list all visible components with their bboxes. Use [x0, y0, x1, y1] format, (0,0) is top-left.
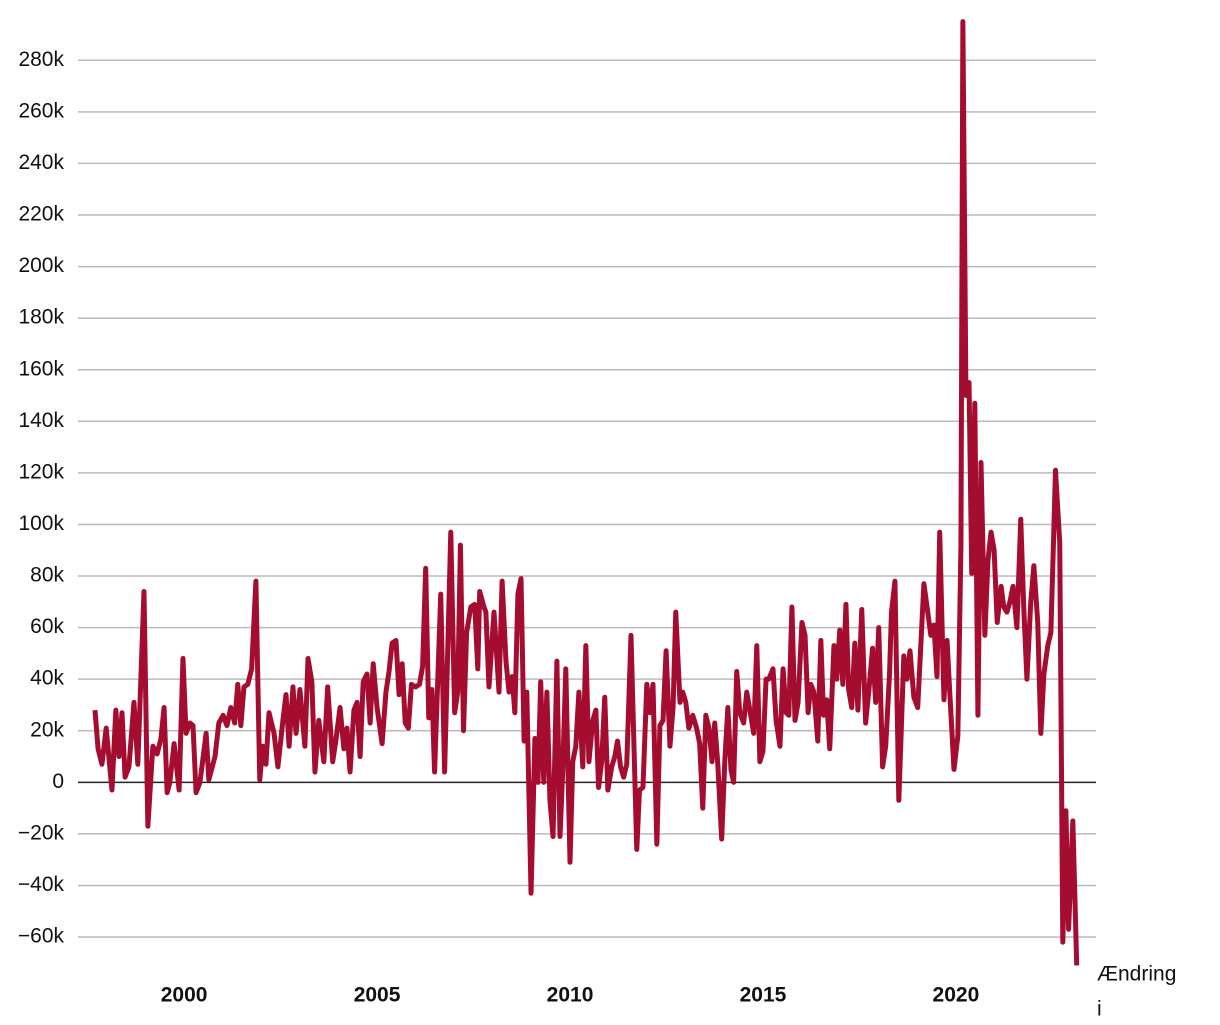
x-tick-label: 2020: [933, 984, 980, 1007]
y-tick-label: 0: [52, 770, 64, 793]
x-tick-label: 2010: [547, 984, 594, 1007]
y-tick-label: 60k: [30, 615, 64, 638]
y-tick-label: 280k: [18, 48, 64, 71]
x-axis-label: Ændring: [1097, 963, 1176, 986]
y-tick-label: 120k: [18, 460, 64, 483]
y-tick-label: 220k: [18, 203, 64, 226]
y-tick-label: 180k: [18, 306, 64, 329]
y-tick-label: 200k: [18, 254, 64, 277]
y-tick-label: 100k: [18, 512, 64, 535]
y-tick-label: 160k: [18, 357, 64, 380]
x-tick-label: 2000: [161, 984, 208, 1007]
y-tick-label: −20k: [18, 821, 65, 844]
y-tick-label: 40k: [30, 667, 64, 690]
y-tick-label: 80k: [30, 564, 64, 587]
y-tick-label: 20k: [30, 718, 64, 741]
data-line: [92, 19, 1080, 966]
y-tick-label: 140k: [18, 409, 64, 432]
y-tick-label: 260k: [18, 99, 64, 122]
y-tick-label: −40k: [18, 873, 65, 896]
y-tick-label: 240k: [18, 151, 64, 174]
x-tick-label: 2015: [740, 984, 787, 1007]
x-axis-label: i: [1097, 998, 1102, 1020]
y-tick-label: −60k: [18, 925, 65, 948]
x-tick-label: 2005: [354, 984, 401, 1007]
